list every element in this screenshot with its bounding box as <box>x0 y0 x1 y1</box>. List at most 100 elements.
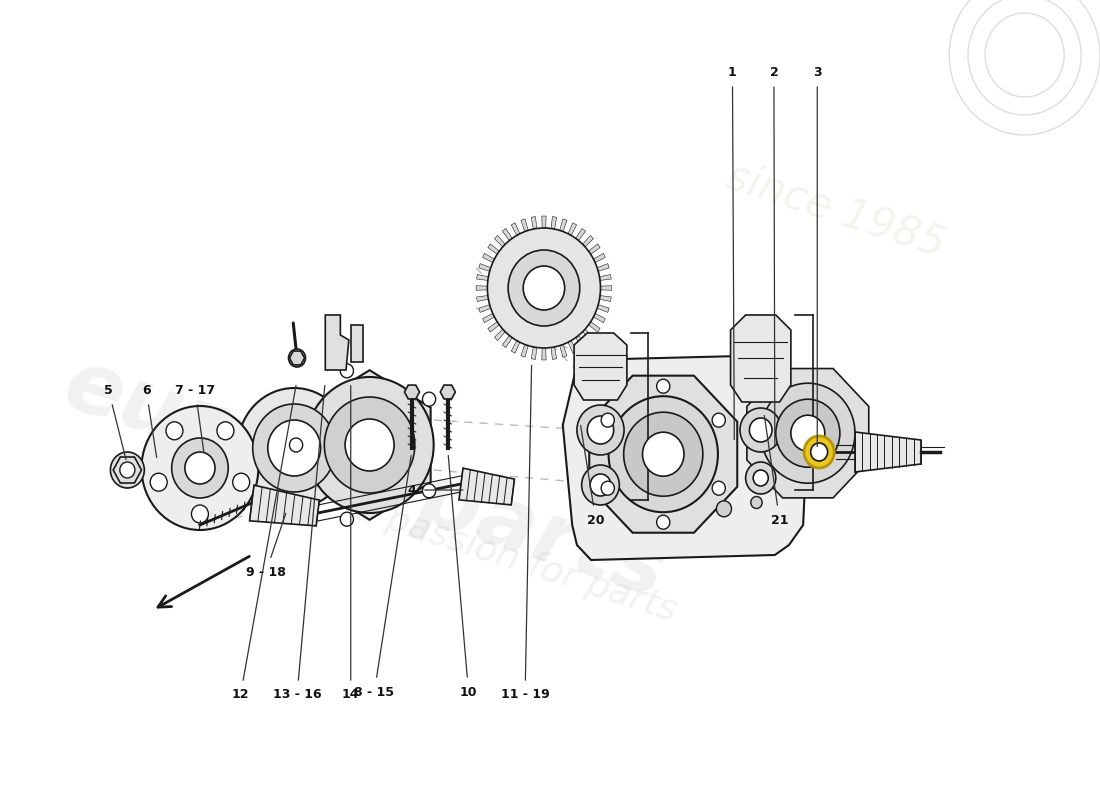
Polygon shape <box>440 385 455 399</box>
Circle shape <box>754 470 768 486</box>
Circle shape <box>657 515 670 530</box>
Text: 6: 6 <box>142 383 156 458</box>
Polygon shape <box>601 286 612 290</box>
Circle shape <box>740 408 781 452</box>
Circle shape <box>749 418 772 442</box>
Polygon shape <box>551 217 557 229</box>
Text: 21: 21 <box>764 415 789 526</box>
Polygon shape <box>503 229 513 241</box>
Polygon shape <box>459 468 515 505</box>
Polygon shape <box>521 219 528 231</box>
Circle shape <box>508 250 580 326</box>
Polygon shape <box>351 325 363 362</box>
Circle shape <box>151 474 167 491</box>
Circle shape <box>185 452 214 484</box>
Polygon shape <box>594 314 605 322</box>
Circle shape <box>811 443 827 461</box>
Circle shape <box>746 462 776 494</box>
Polygon shape <box>574 333 627 400</box>
Polygon shape <box>521 345 528 357</box>
Circle shape <box>345 419 394 471</box>
Polygon shape <box>551 347 557 359</box>
Circle shape <box>576 405 624 455</box>
Circle shape <box>804 436 834 468</box>
Circle shape <box>288 349 306 367</box>
Polygon shape <box>476 295 488 302</box>
Polygon shape <box>542 348 546 360</box>
Polygon shape <box>478 264 491 271</box>
Polygon shape <box>250 485 319 526</box>
Circle shape <box>422 484 436 498</box>
Text: a passion for parts: a passion for parts <box>350 492 681 628</box>
Polygon shape <box>518 238 570 338</box>
Polygon shape <box>495 329 505 341</box>
Polygon shape <box>575 229 585 241</box>
Circle shape <box>602 481 615 495</box>
Circle shape <box>587 416 614 444</box>
Circle shape <box>751 497 762 509</box>
Polygon shape <box>487 322 499 332</box>
Polygon shape <box>730 315 791 402</box>
Text: since 1985: since 1985 <box>722 155 950 265</box>
Circle shape <box>608 396 718 512</box>
Circle shape <box>166 422 183 440</box>
Polygon shape <box>600 295 612 302</box>
Circle shape <box>306 377 433 513</box>
Polygon shape <box>560 345 566 357</box>
Text: 12: 12 <box>232 386 296 702</box>
Polygon shape <box>588 244 601 254</box>
Polygon shape <box>542 216 546 228</box>
Text: 7 - 17: 7 - 17 <box>175 383 216 453</box>
Circle shape <box>624 412 703 496</box>
Circle shape <box>776 399 840 467</box>
Polygon shape <box>594 254 605 262</box>
Circle shape <box>238 388 351 508</box>
Circle shape <box>657 379 670 393</box>
Circle shape <box>602 413 615 427</box>
Polygon shape <box>588 322 601 332</box>
Circle shape <box>422 392 436 406</box>
Circle shape <box>267 420 320 476</box>
Circle shape <box>761 383 855 483</box>
Circle shape <box>233 474 250 491</box>
Circle shape <box>253 404 336 492</box>
Polygon shape <box>583 329 593 341</box>
Circle shape <box>712 481 725 495</box>
Polygon shape <box>855 432 921 472</box>
Polygon shape <box>512 341 520 353</box>
Circle shape <box>642 432 684 476</box>
Polygon shape <box>495 235 505 247</box>
Polygon shape <box>600 274 612 281</box>
Polygon shape <box>568 341 576 353</box>
Polygon shape <box>326 315 349 370</box>
Polygon shape <box>531 217 537 229</box>
Polygon shape <box>503 335 513 347</box>
Polygon shape <box>289 351 305 365</box>
Text: 14: 14 <box>342 386 360 702</box>
Text: 1: 1 <box>728 66 737 439</box>
Polygon shape <box>476 274 488 281</box>
Polygon shape <box>478 305 491 312</box>
Polygon shape <box>113 457 142 483</box>
Polygon shape <box>560 219 566 231</box>
Polygon shape <box>597 264 609 271</box>
Circle shape <box>791 415 825 451</box>
Polygon shape <box>476 286 487 290</box>
Polygon shape <box>512 223 520 235</box>
Circle shape <box>487 228 601 348</box>
Circle shape <box>217 422 234 440</box>
Polygon shape <box>483 314 494 322</box>
Circle shape <box>120 462 135 478</box>
Text: 5: 5 <box>104 383 126 460</box>
Circle shape <box>289 438 302 452</box>
Polygon shape <box>568 223 576 235</box>
Polygon shape <box>483 254 494 262</box>
Text: 11 - 19: 11 - 19 <box>500 366 550 702</box>
Polygon shape <box>597 305 609 312</box>
Circle shape <box>590 474 610 496</box>
Circle shape <box>142 406 258 530</box>
Text: 8 - 15: 8 - 15 <box>354 455 411 698</box>
Circle shape <box>340 364 353 378</box>
Polygon shape <box>405 385 419 399</box>
Circle shape <box>191 505 208 523</box>
